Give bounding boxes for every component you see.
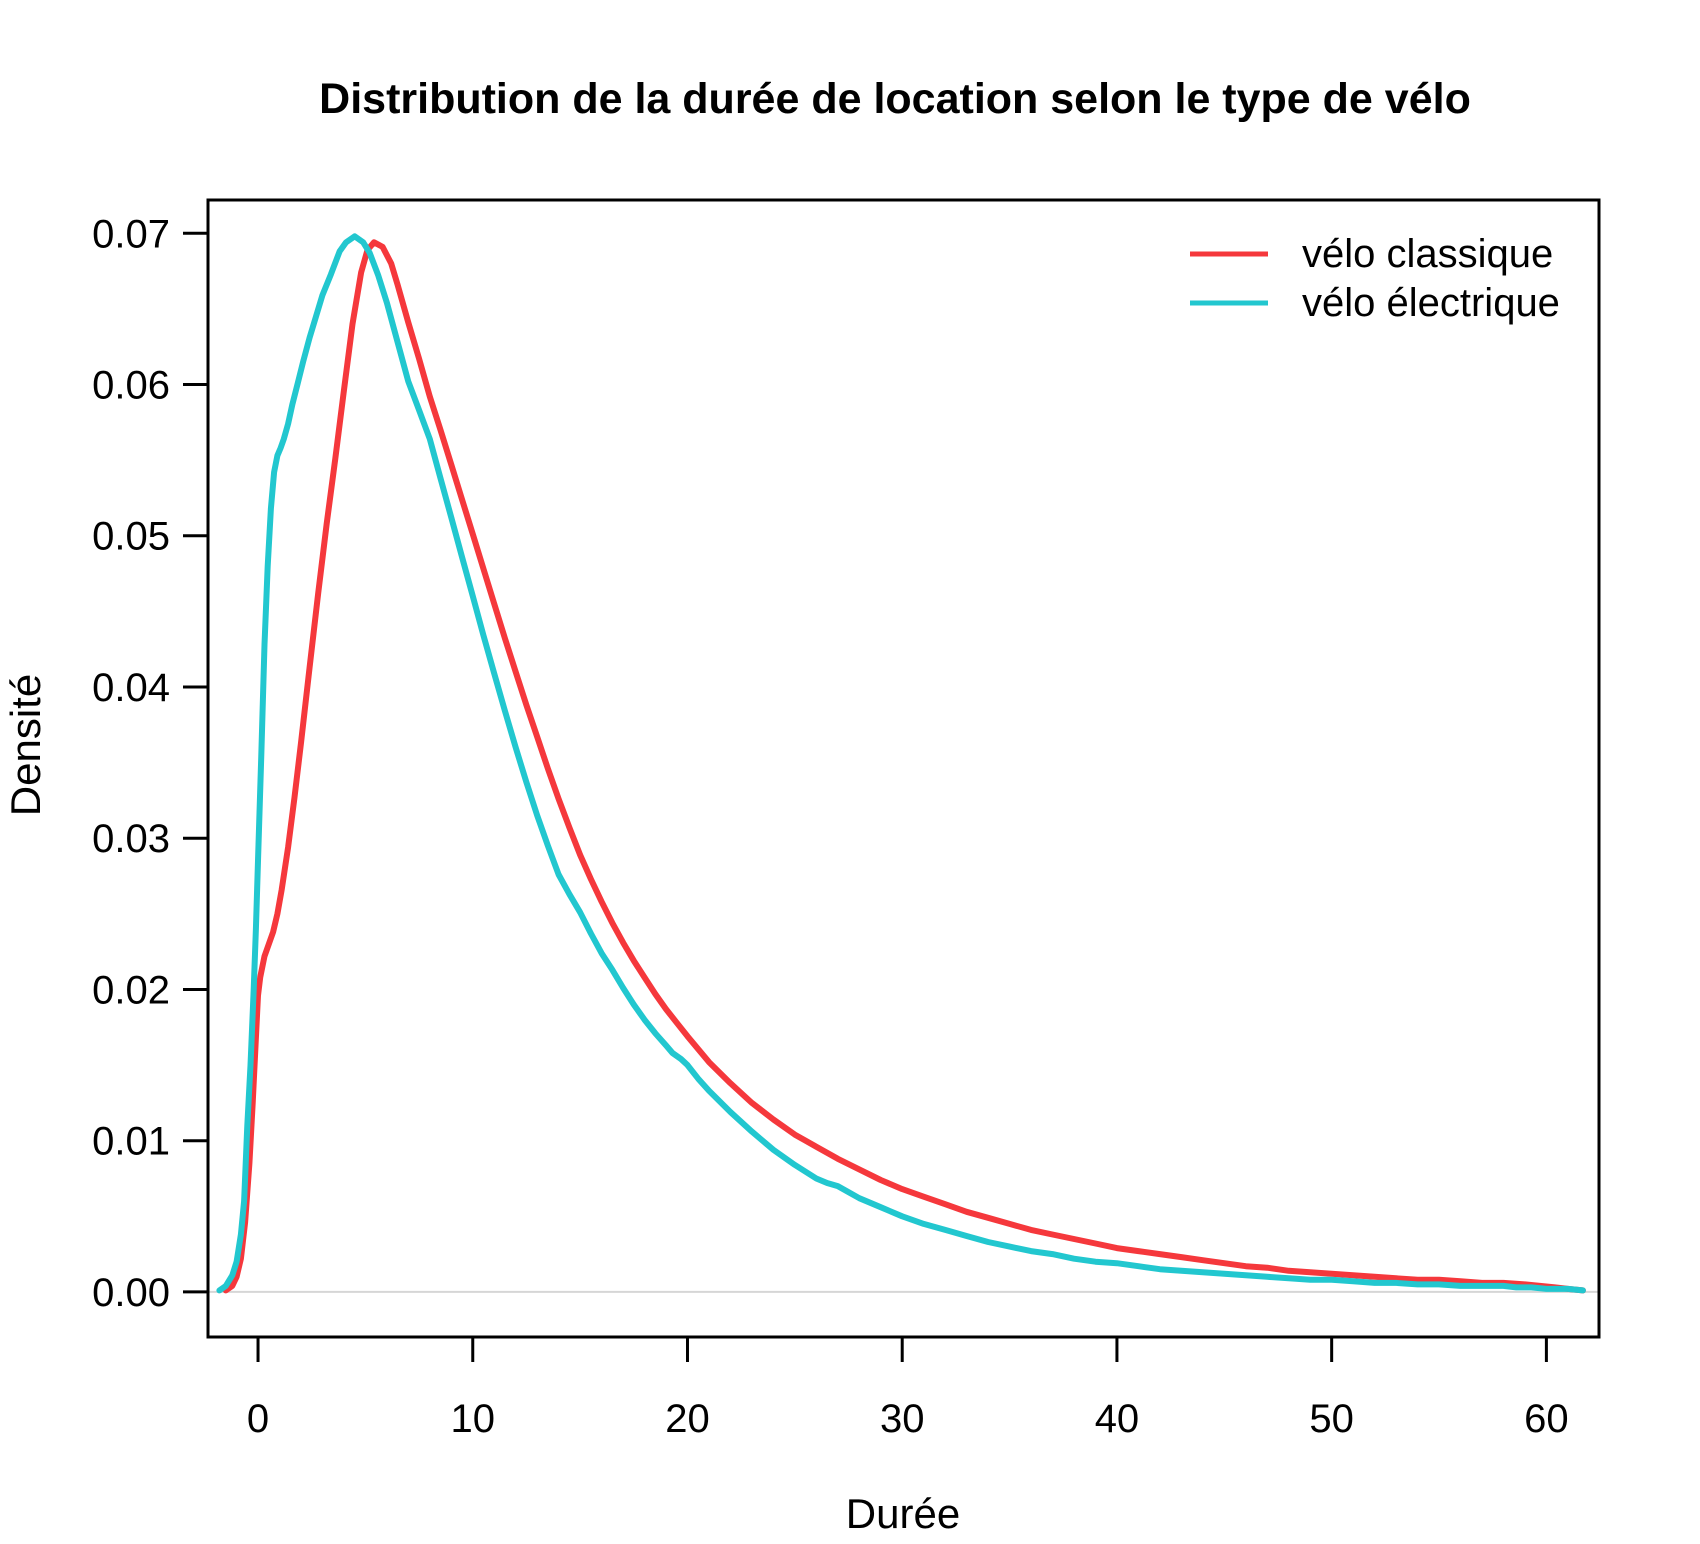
y-tick-label: 0.07 bbox=[92, 212, 170, 256]
y-tick-label: 0.04 bbox=[92, 666, 170, 710]
x-tick-label: 30 bbox=[880, 1397, 925, 1441]
density-curve-classique bbox=[222, 239, 1586, 1294]
y-tick-label: 0.02 bbox=[92, 968, 170, 1012]
x-tick-label: 40 bbox=[1095, 1397, 1140, 1441]
density-curve-electrique bbox=[216, 233, 1586, 1294]
x-tick-label: 60 bbox=[1524, 1397, 1569, 1441]
plot-border bbox=[206, 198, 1601, 1339]
legend-label-classique: vélo classique bbox=[1302, 232, 1553, 276]
plot-border-layer bbox=[206, 198, 1601, 1339]
legend-label-electrique: vélo électrique bbox=[1302, 281, 1560, 325]
y-tick-label: 0.01 bbox=[92, 1120, 170, 1164]
y-tick-label: 0.06 bbox=[92, 364, 170, 408]
y-tick-label: 0.00 bbox=[92, 1271, 170, 1315]
y-tick-label: 0.03 bbox=[92, 817, 170, 861]
x-axis-label: Durée bbox=[846, 1490, 960, 1537]
legend: vélo classique vélo électrique bbox=[1190, 232, 1560, 325]
x-tick-label: 50 bbox=[1309, 1397, 1354, 1441]
x-tick-label: 10 bbox=[451, 1397, 496, 1441]
y-axis-label: Densité bbox=[2, 674, 49, 816]
density-curves-layer bbox=[216, 233, 1586, 1294]
x-tick-label: 20 bbox=[665, 1397, 710, 1441]
y-tick-label: 0.05 bbox=[92, 515, 170, 559]
axis-ticks-layer: 0 10 20 30 40 50 60 0.00 0.01 0.02 0.03 0.04 0.05 0.0… bbox=[92, 212, 1569, 1441]
x-tick-label: 0 bbox=[247, 1397, 269, 1441]
chart-title: Distribution de la durée de location sel… bbox=[319, 75, 1471, 123]
